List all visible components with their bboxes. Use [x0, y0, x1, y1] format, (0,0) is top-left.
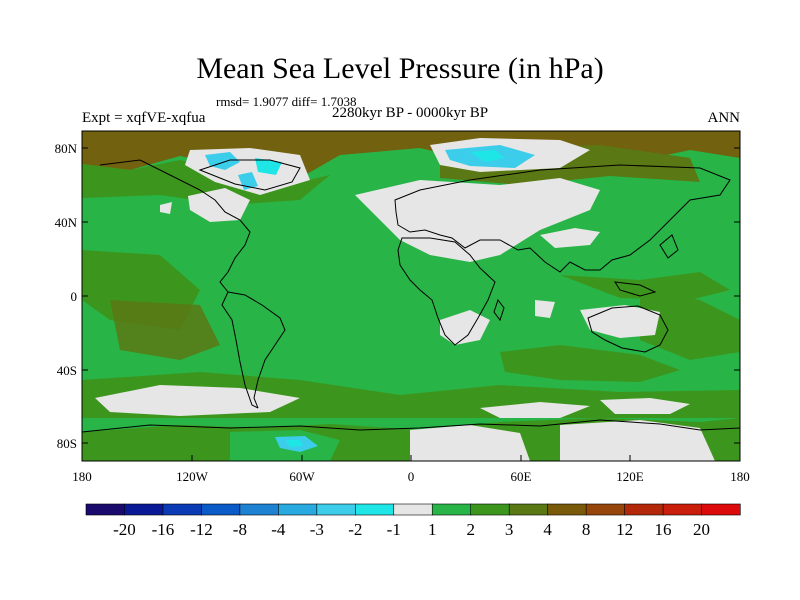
madagascar-coast	[493, 298, 505, 322]
lon-tick-60w: 60W	[289, 469, 315, 484]
colorbar-swatch	[624, 503, 664, 516]
colorbar-swatch	[701, 503, 741, 516]
lon-tick-120w: 120W	[176, 469, 209, 484]
colorbar-swatch	[316, 503, 356, 516]
africa-coast	[397, 237, 496, 346]
season-label: ANN	[707, 110, 741, 126]
s-pacific-olive-region	[110, 300, 220, 360]
tick-marks	[81, 147, 741, 461]
colorbar-swatch	[85, 503, 126, 516]
colorbar-label: 1	[428, 520, 437, 539]
sw-pacific-olive	[640, 290, 740, 360]
colorbar-swatch	[354, 503, 395, 516]
colorbar-label: -20	[113, 520, 136, 539]
indian-white-dots	[535, 300, 555, 318]
colorbar-label: -1	[387, 520, 401, 539]
colorbar-swatch	[431, 503, 472, 516]
colorbar-label: 12	[616, 520, 633, 539]
colorbar-swatch	[201, 503, 241, 516]
south-america-west-coast	[221, 291, 259, 409]
period-label: 2280kyr BP - 0000kyr BP	[331, 105, 489, 121]
colorbar-label: 8	[582, 520, 591, 539]
colorbar-swatch	[239, 503, 279, 516]
antarctica-coast	[81, 419, 741, 433]
arctic-cyan	[470, 150, 505, 162]
coastlines	[81, 159, 741, 433]
lat-tick-80n: 80N	[55, 141, 78, 156]
antarctic-cyan	[286, 440, 303, 447]
colorbar-swatch	[393, 503, 433, 516]
colorbar-label: -4	[271, 520, 286, 539]
eurasia-coast	[394, 164, 731, 273]
lat-tick-0: 0	[71, 289, 78, 304]
colorbar-label: 3	[505, 520, 514, 539]
experiment-label: Expt = xqfVE-xqfua	[82, 110, 206, 126]
colorbar-label: -3	[310, 520, 324, 539]
greenland-blue-2	[255, 158, 282, 175]
north-america-coast	[99, 159, 251, 293]
colorbar-label: 16	[655, 520, 672, 539]
colorbar-swatch	[508, 503, 549, 516]
s-indian-olive	[500, 345, 680, 382]
lon-tick-120e: 120E	[616, 469, 644, 484]
north-olive-region	[82, 160, 330, 205]
south-america-east-coast	[227, 291, 286, 409]
s-pacific-near-zero	[95, 385, 300, 416]
colorbar-swatch	[547, 503, 587, 516]
antarctic-near-zero-1	[410, 425, 530, 461]
lon-tick-60e: 60E	[511, 469, 532, 484]
colorbar-swatch	[470, 503, 510, 516]
s-indian-near-zero-1	[480, 402, 590, 418]
colorbar-label: -12	[190, 520, 213, 539]
n-pacific-white-dot	[160, 202, 172, 214]
colorbar-swatch	[662, 503, 703, 516]
colorbar-label: -2	[348, 520, 362, 539]
colorbar-label: 2	[466, 520, 475, 539]
colorbar-label: -16	[152, 520, 175, 539]
lat-tick-40n: 40N	[55, 215, 78, 230]
antarctic-near-zero-2	[560, 420, 715, 461]
colorbar-label: 20	[693, 520, 710, 539]
japan-coast	[659, 234, 679, 259]
colorbar-swatch	[585, 503, 626, 516]
lon-tick-180e: 180	[730, 469, 750, 484]
asia-near-zero-2	[540, 228, 600, 248]
colorbar-label: 4	[543, 520, 552, 539]
indo-pacific-olive	[560, 272, 730, 300]
lat-tick-80s: 80S	[57, 436, 77, 451]
lat-tick-40s: 40S	[57, 363, 77, 378]
colorbar-swatch	[278, 503, 318, 516]
indonesia-coast	[614, 281, 657, 297]
greenland-coast	[198, 159, 301, 191]
colorbar-label: -8	[233, 520, 247, 539]
australia-coast	[587, 305, 669, 353]
lon-tick-180w: 180	[72, 469, 92, 484]
rmsd-diff-stats: rmsd= 1.9077 diff= 1.7038	[216, 94, 357, 109]
lon-tick-0: 0	[408, 469, 415, 484]
eurasia-near-zero	[355, 178, 600, 262]
colorbar-swatch	[162, 503, 203, 516]
s-indian-near-zero-2	[600, 398, 690, 414]
colorbar-swatch	[124, 503, 164, 516]
map-title: Mean Sea Level Pressure (in hPa)	[196, 52, 604, 85]
colorbar: -20 -16 -12 -8 -4 -3 -2 -1 1 2 3 4 8 12 16 20	[85, 503, 741, 539]
